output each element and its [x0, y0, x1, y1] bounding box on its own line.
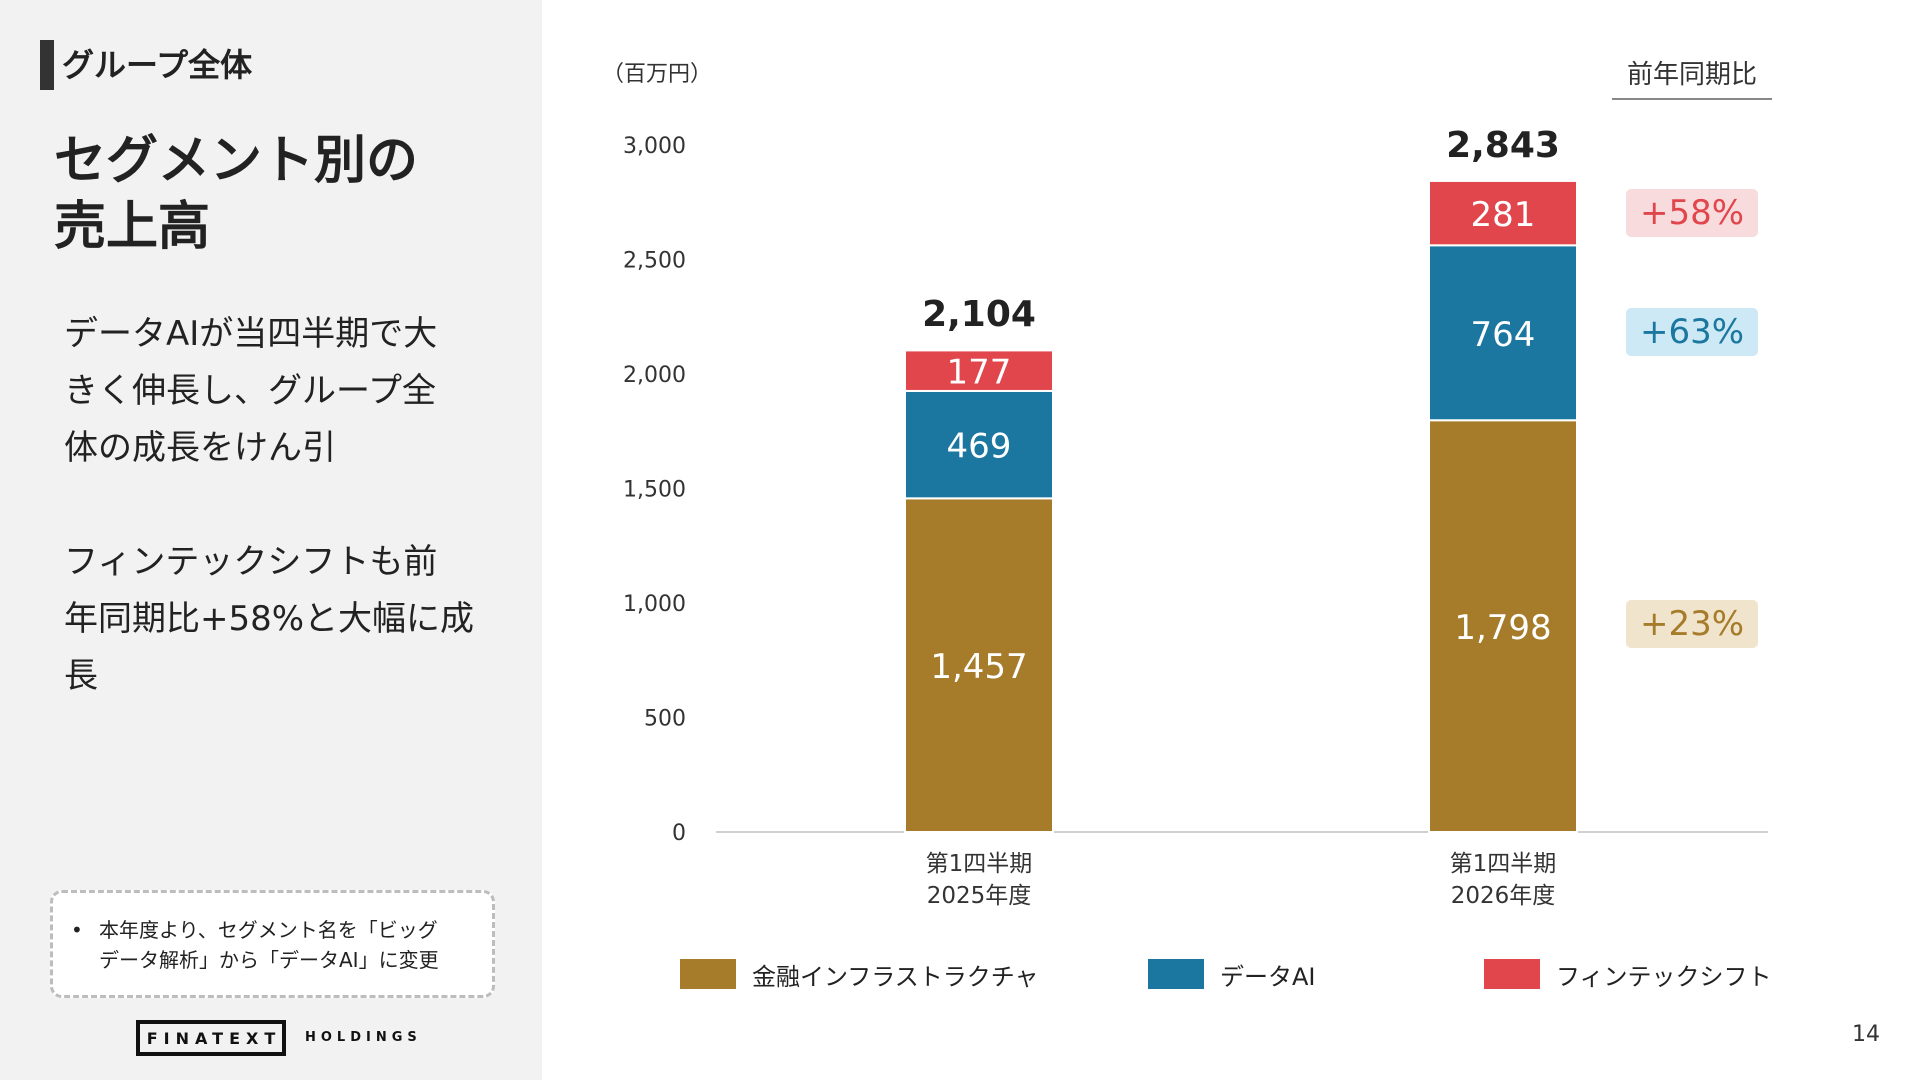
- legend-item-finance-infra: 金融インフラストラクチャ: [680, 958, 1039, 991]
- y-tick-label: 2,500: [623, 249, 686, 274]
- yoy-badge-finance-infra: +23%: [1626, 600, 1758, 648]
- y-tick-label: 500: [644, 707, 686, 732]
- y-tick-label: 1,500: [623, 478, 686, 503]
- total-label: 2,843: [1446, 125, 1560, 166]
- total-label: 2,104: [922, 294, 1036, 335]
- legend-swatch: [1484, 959, 1540, 989]
- data-label: 764: [1471, 315, 1536, 355]
- y-tick-label: 0: [672, 821, 686, 846]
- logo-text: FINATEXT: [146, 1028, 282, 1048]
- bullet-icon: •: [71, 918, 83, 942]
- data-label: 1,798: [1454, 608, 1551, 648]
- legend-item-data-ai: データAI: [1148, 958, 1316, 991]
- x-tick-label: 2025年度: [927, 883, 1032, 909]
- yoy-badge-fintech-shift: +58%: [1626, 189, 1758, 237]
- y-tick-label: 3,000: [623, 134, 686, 159]
- note-text: 本年度より、セグメント名を「ビッグ データ解析」から「データAI」に変更: [99, 918, 439, 972]
- summary-paragraph-1: データAIが当四半期で大 きく伸長し、グループ全 体の成長をけん引: [64, 314, 438, 468]
- legend-label: データAI: [1220, 962, 1316, 991]
- legend-label: フィンテックシフト: [1556, 962, 1772, 991]
- legend-item-fintech-shift: フィンテックシフト: [1484, 958, 1772, 991]
- y-tick-label: 1,000: [623, 592, 686, 617]
- legend-swatch: [1148, 959, 1204, 989]
- company-logo: FINATEXT: [136, 1020, 286, 1056]
- legend-swatch: [680, 959, 736, 989]
- x-tick-label: 第1四半期: [926, 851, 1033, 877]
- data-label: 177: [947, 353, 1012, 393]
- x-tick-label: 2026年度: [1451, 883, 1556, 909]
- data-label: 281: [1471, 195, 1536, 235]
- summary-paragraph-2: フィンテックシフトも前 年同期比+58%と大幅に成 長: [64, 542, 475, 696]
- note-box: • 本年度より、セグメント名を「ビッグ データ解析」から「データAI」に変更: [50, 890, 495, 998]
- legend-label: 金融インフラストラクチャ: [752, 962, 1039, 991]
- bar-segment: [904, 389, 1054, 500]
- section-label: グループ全体: [62, 46, 253, 84]
- x-tick-label: 第1四半期: [1450, 851, 1557, 877]
- bar-segment: [1428, 179, 1578, 247]
- logo-subtext: HOLDINGS: [305, 1030, 422, 1045]
- bar-segment: [904, 349, 1054, 392]
- yoy-badge-data-ai: +63%: [1626, 308, 1758, 356]
- bar-segment: [1428, 244, 1578, 422]
- data-label: 1,457: [930, 647, 1027, 687]
- left-panel: グループ全体 セグメント別の 売上高 データAIが当四半期で大 きく伸長し、グル…: [0, 0, 542, 1080]
- page-number: 14: [1852, 1022, 1880, 1047]
- page-title: セグメント別の 売上高: [54, 131, 419, 257]
- unit-label: （百万円）: [602, 62, 713, 87]
- data-label: 469: [947, 427, 1012, 467]
- y-tick-label: 2,000: [623, 363, 686, 388]
- bar-segment: [904, 497, 1054, 833]
- section-marker: [40, 40, 54, 90]
- yoy-header: 前年同期比: [1612, 54, 1772, 100]
